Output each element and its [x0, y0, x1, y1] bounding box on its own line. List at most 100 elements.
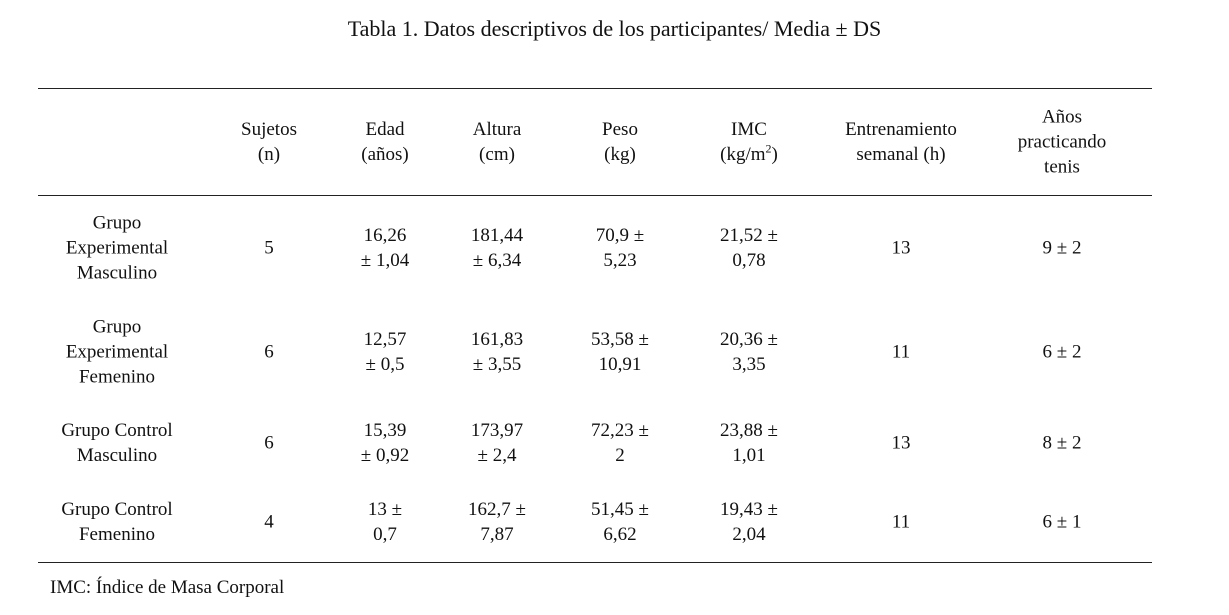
cell-line: Grupo [92, 316, 142, 338]
cell-line: 12,57 [363, 329, 407, 350]
cell-line: (n) [257, 144, 281, 165]
cell-line: 5,23 [603, 250, 637, 271]
cell-line: 15,39 [363, 420, 407, 441]
cell-line: Grupo Control [61, 420, 173, 441]
table-cell: 11 [892, 340, 910, 365]
cell-line: 9 ± 2 [1042, 237, 1082, 259]
table-cell: 23,88 ± 1,01 [720, 418, 778, 468]
cell-line: (años) [361, 144, 409, 165]
column-header: IMC (kg/m2) [720, 117, 778, 167]
cell-line: ± 0,5 [365, 354, 405, 375]
column-header: Altura (cm) [473, 117, 522, 167]
cell-line: Femenino [78, 366, 155, 388]
cell-line: 0,7 [373, 524, 397, 545]
cell-line: 20,36 ± [720, 329, 778, 350]
cell-line: 6,62 [603, 524, 637, 545]
cell-line: 6 [264, 432, 274, 454]
table-cell: 19,43 ± 2,04 [720, 497, 778, 547]
cell-line: 19,43 ± [720, 499, 778, 520]
cell-line: Masculino [76, 445, 158, 466]
cell-line: 3,35 [732, 354, 766, 375]
cell-line: Entrenamiento [845, 119, 957, 140]
cell-line: 0,78 [732, 250, 766, 271]
cell-line: 161,83 [470, 329, 524, 350]
cell-line: 2 [615, 445, 625, 466]
table-cell: 6 ± 2 [1043, 340, 1082, 365]
cell-line: Altura [472, 119, 522, 140]
cell-line: 11 [891, 511, 911, 533]
cell-line: 2,04 [732, 524, 766, 545]
cell-line: 7,87 [480, 524, 514, 545]
row-label: Grupo Experimental Masculino [66, 211, 168, 286]
cell-line: tenis [1044, 156, 1080, 178]
table-cell: 4 [264, 510, 274, 535]
cell-line: Grupo [92, 212, 142, 234]
top-rule [38, 88, 1152, 89]
table-cell: 161,83 ± 3,55 [471, 327, 523, 377]
table-cell: 70,9 ± 5,23 [596, 223, 644, 273]
table-cell: 13 ± 0,7 [368, 497, 402, 547]
cell-line: 53,58 ± [591, 329, 649, 350]
cell-line: Femenino [78, 524, 155, 545]
cell-line: ± 2,4 [477, 445, 517, 466]
table-cell: 173,97 ± 2,4 [471, 418, 523, 468]
table-cell: 6 [264, 431, 274, 456]
table-cell: 20,36 ± 3,35 [720, 327, 778, 377]
cell-line: 11 [891, 341, 911, 363]
cell-line: 23,88 ± [720, 420, 778, 441]
table-cell: 51,45 ± 6,62 [591, 497, 649, 547]
column-header: Años practicando tenis [1018, 105, 1107, 180]
table-cell: 5 [264, 236, 274, 261]
cell-line: 13 [891, 432, 911, 454]
cell-line: 6 ± 2 [1042, 341, 1082, 363]
table-cell: 12,57 ± 0,5 [364, 327, 407, 377]
cell-line: 6 ± 1 [1042, 511, 1082, 533]
header-rule [38, 195, 1152, 196]
row-label: Grupo Control Femenino [61, 497, 172, 547]
cell-line: ± 1,04 [360, 250, 410, 271]
cell-line: ± 0,92 [360, 445, 410, 466]
cell-line: semanal (h) [856, 144, 946, 165]
cell-line: Grupo Control [61, 499, 173, 520]
text: ) [771, 144, 778, 165]
cell-line: Experimental [65, 341, 169, 363]
cell-line: Sujetos [241, 119, 297, 140]
table-cell: 9 ± 2 [1043, 236, 1082, 261]
cell-line: ± 6,34 [472, 250, 522, 271]
cell-line: 21,52 ± [720, 225, 778, 246]
table-cell: 72,23 ± 2 [591, 418, 649, 468]
cell-line: 13 [891, 237, 911, 259]
table-cell: 11 [892, 510, 910, 535]
table-title: Tabla 1. Datos descriptivos de los parti… [347, 16, 882, 41]
column-header: Peso (kg) [602, 117, 638, 167]
table-cell: 8 ± 2 [1043, 431, 1082, 456]
cell-line: ± 3,55 [472, 354, 522, 375]
bottom-rule [38, 562, 1152, 563]
table-cell: 16,26 ± 1,04 [361, 223, 409, 273]
table-cell: 162,7 ± 7,87 [468, 497, 526, 547]
cell-line: (cm) [479, 144, 515, 165]
table-cell: 53,58 ± 10,91 [591, 327, 649, 377]
row-label: Grupo Control Masculino [61, 418, 172, 468]
cell-line: 10,91 [598, 354, 642, 375]
cell-line: 1,01 [732, 445, 766, 466]
column-header: Edad (años) [361, 117, 408, 167]
cell-line: Edad [365, 119, 405, 140]
cell-line: 16,26 [363, 225, 407, 246]
cell-line: (kg/m2) [720, 142, 778, 167]
table-cell: 21,52 ± 0,78 [720, 223, 778, 273]
row-label: Grupo Experimental Femenino [66, 315, 168, 390]
cell-line: 8 ± 2 [1042, 432, 1082, 454]
table-cell: 13 [892, 431, 911, 456]
cell-line: (kg) [604, 144, 636, 165]
cell-line: 51,45 ± [591, 499, 649, 520]
table-cell: 13 [892, 236, 911, 261]
cell-line: Peso [602, 119, 638, 140]
table-cell: 6 ± 1 [1043, 510, 1082, 535]
cell-line: practicando [1017, 131, 1107, 153]
column-header: Entrenamiento semanal (h) [845, 117, 957, 167]
cell-line: Masculino [76, 262, 158, 284]
cell-line: 70,9 ± [595, 225, 645, 246]
table-cell: 181,44 ± 6,34 [471, 223, 523, 273]
